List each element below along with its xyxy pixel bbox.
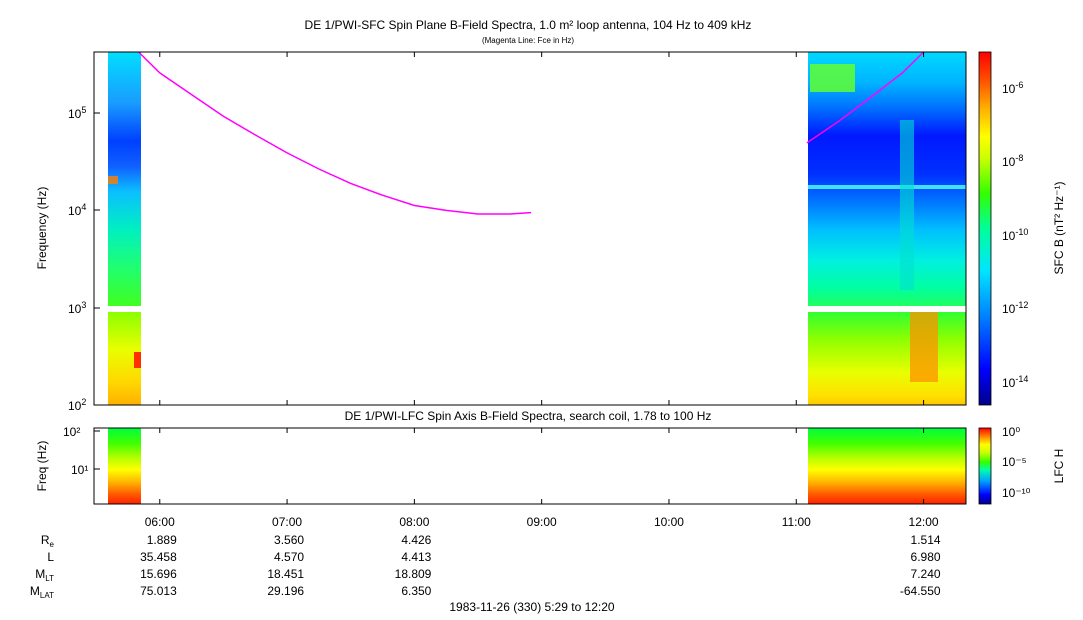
cbar-tick-label: 10-8 [1002,153,1023,169]
sfc-right-high-block [808,52,966,306]
sfc-colorbar [978,51,992,406]
ephemeris-value: 29.196 [267,584,304,598]
lfc-cbar-tick-label: 10⁻⁵ [1002,455,1027,469]
ephemeris-value: 18.809 [395,567,432,581]
x-tick-label: 09:00 [527,515,557,529]
ephemeris-row-label: L [47,550,54,564]
ephemeris-value: 6.350 [401,584,431,598]
cbar-tick-label: 10-12 [1002,300,1028,316]
sfc-right-burst [910,312,938,382]
cbar-tick-label: 10-10 [1002,227,1028,243]
x-tick-label: 12:00 [909,515,939,529]
sfc-left-orange-streak [108,176,118,184]
lfc-colorbar-label: LFC H [1052,449,1066,484]
ephemeris-value: 15.696 [140,567,177,581]
sfc-right-low-block [808,312,966,405]
ephemeris-value: 4.413 [401,550,431,564]
y-tick-label-100: 102 [68,397,86,413]
x-tick-label: 08:00 [399,515,429,529]
ephemeris-value: 18.451 [267,567,304,581]
bottom-y-axis-label: Freq (Hz) [35,441,49,492]
x-tick-label: 10:00 [654,515,684,529]
ephemeris-row-label: MLAT [30,584,54,600]
x-tick-label: 11:00 [782,515,811,529]
lfc-right-block [808,428,966,504]
lfc-colorbar [978,427,992,505]
ephemeris-value: 1.514 [911,533,941,547]
ephemeris-row-label: Re [41,533,55,549]
ephemeris-value: 1.889 [147,533,177,547]
lfc-y-tick-label: 10² [63,425,80,439]
y-tick-label-100000: 105 [68,105,86,121]
fce-line [138,51,532,215]
ephemeris-value: 75.013 [140,584,177,598]
lfc-cbar-tick-label: 10⁰ [1002,425,1020,439]
ephemeris-value: 7.240 [911,567,941,581]
sfc-right-emission-streak [900,120,914,290]
ephemeris-value: 3.560 [274,533,304,547]
y-tick-label-10000: 104 [68,202,86,218]
footer-time-range: 1983-11-26 (330) 5:29 to 12:20 [449,600,615,614]
top-spectrogram-data [108,52,966,405]
top-plot-frame [93,51,967,406]
top-y-axis: 102 103 104 105 [68,105,100,413]
bottom-y-axis: 10¹ 10² [63,425,100,477]
sfc-colorbar-ticks: 10-14 10-12 10-10 10-8 10-6 [1002,80,1028,390]
sfc-right-green-patch [810,64,855,92]
cbar-tick-label: 10-6 [1002,80,1023,96]
ephemeris-table: Re 1.889 3.560 4.426 1.514 L 35.458 4.570 4.413 6… [30,533,941,600]
ephemeris-value: 35.458 [140,550,177,564]
top-panel-subtitle: (Magenta Line: Fce in Hz) [482,36,574,45]
x-tick-label: 06:00 [145,515,175,529]
ephemeris-value: 6.980 [911,550,941,564]
y-tick-label-1000: 103 [68,300,86,316]
fce-line [806,51,925,144]
lfc-y-tick-label: 10¹ [71,463,88,477]
ephemeris-value: -64.550 [900,584,941,598]
bottom-panel-title: DE 1/PWI-LFC Spin Axis B-Field Spectra, … [345,409,712,423]
ephemeris-value: 4.570 [274,550,304,564]
ephemeris-row-label: MLT [35,567,54,583]
bottom-spectrogram-data [108,428,966,504]
cbar-tick-label: 10-14 [1002,374,1028,390]
sfc-right-cyan-line [808,185,966,189]
ephemeris-value: 4.426 [401,533,431,547]
top-y-axis-label: Frequency (Hz) [35,187,49,270]
x-tick-label: 07:00 [272,515,302,529]
lfc-cbar-tick-label: 10⁻¹⁰ [1002,486,1031,500]
bottom-plot-frame [93,427,967,505]
lfc-left-block [108,428,141,504]
x-axis: 06:00 07:00 08:00 09:00 10:00 11:00 12:00 [145,52,939,529]
top-panel-title: DE 1/PWI-SFC Spin Plane B-Field Spectra,… [305,18,752,32]
sfc-left-red-spot [134,352,141,368]
sfc-colorbar-label: SFC B (nT² Hz⁻¹) [1052,182,1066,275]
